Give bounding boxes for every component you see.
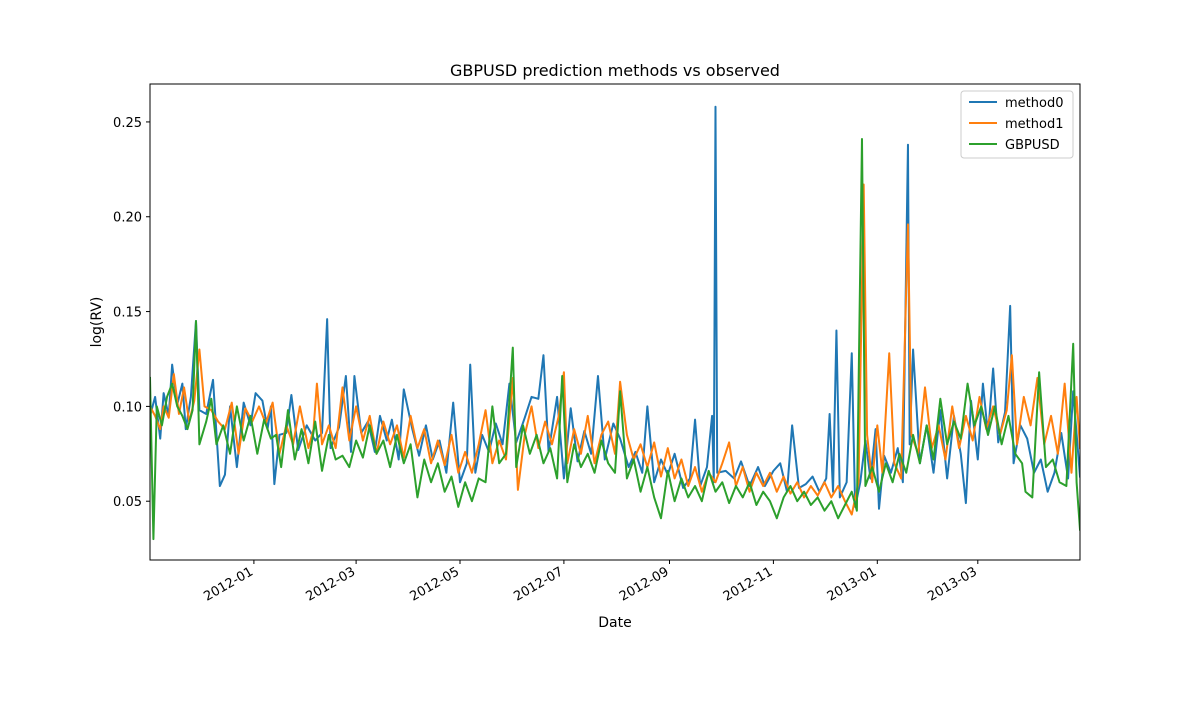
x-tick-label: 2012-09	[617, 564, 672, 604]
legend-label-method1: method1	[1005, 117, 1063, 132]
x-tick-label: 2013-03	[925, 564, 980, 604]
plot-frame	[149, 83, 1081, 561]
x-axis: 2012-01 2012-03 2012-05 2012-07 2012-09 2012-…	[201, 560, 980, 605]
x-tick-label: 2012-11	[721, 564, 776, 604]
y-tick-label: 0.05	[113, 495, 142, 510]
x-tick-label: 2012-01	[201, 564, 256, 604]
series-line-GBPUSD	[150, 138, 1080, 541]
plot-area	[150, 105, 1080, 541]
y-tick-label: 0.25	[113, 116, 142, 131]
x-tick-label: 2012-05	[407, 564, 462, 604]
y-tick-label: 0.20	[113, 211, 142, 226]
legend-label-GBPUSD: GBPUSD	[1005, 138, 1060, 153]
y-tick-label: 0.10	[113, 400, 142, 415]
x-axis-label: Date	[598, 615, 631, 631]
y-axis-label: log(RV)	[89, 297, 105, 348]
x-tick-label: 2012-03	[304, 564, 359, 604]
x-tick-label: 2012-07	[511, 564, 566, 604]
x-tick-label: 2013-01	[825, 564, 880, 604]
series-line-method1	[150, 183, 1080, 516]
chart-title: GBPUSD prediction methods vs observed	[450, 61, 780, 80]
y-tick-label: 0.15	[113, 306, 142, 321]
legend: method0 method1 GBPUSD	[960, 90, 1074, 159]
y-axis: 0.05 0.10 0.15 0.20 0.25	[113, 116, 150, 510]
legend-label-method0: method0	[1005, 96, 1063, 111]
legend-frame	[960, 90, 1074, 159]
